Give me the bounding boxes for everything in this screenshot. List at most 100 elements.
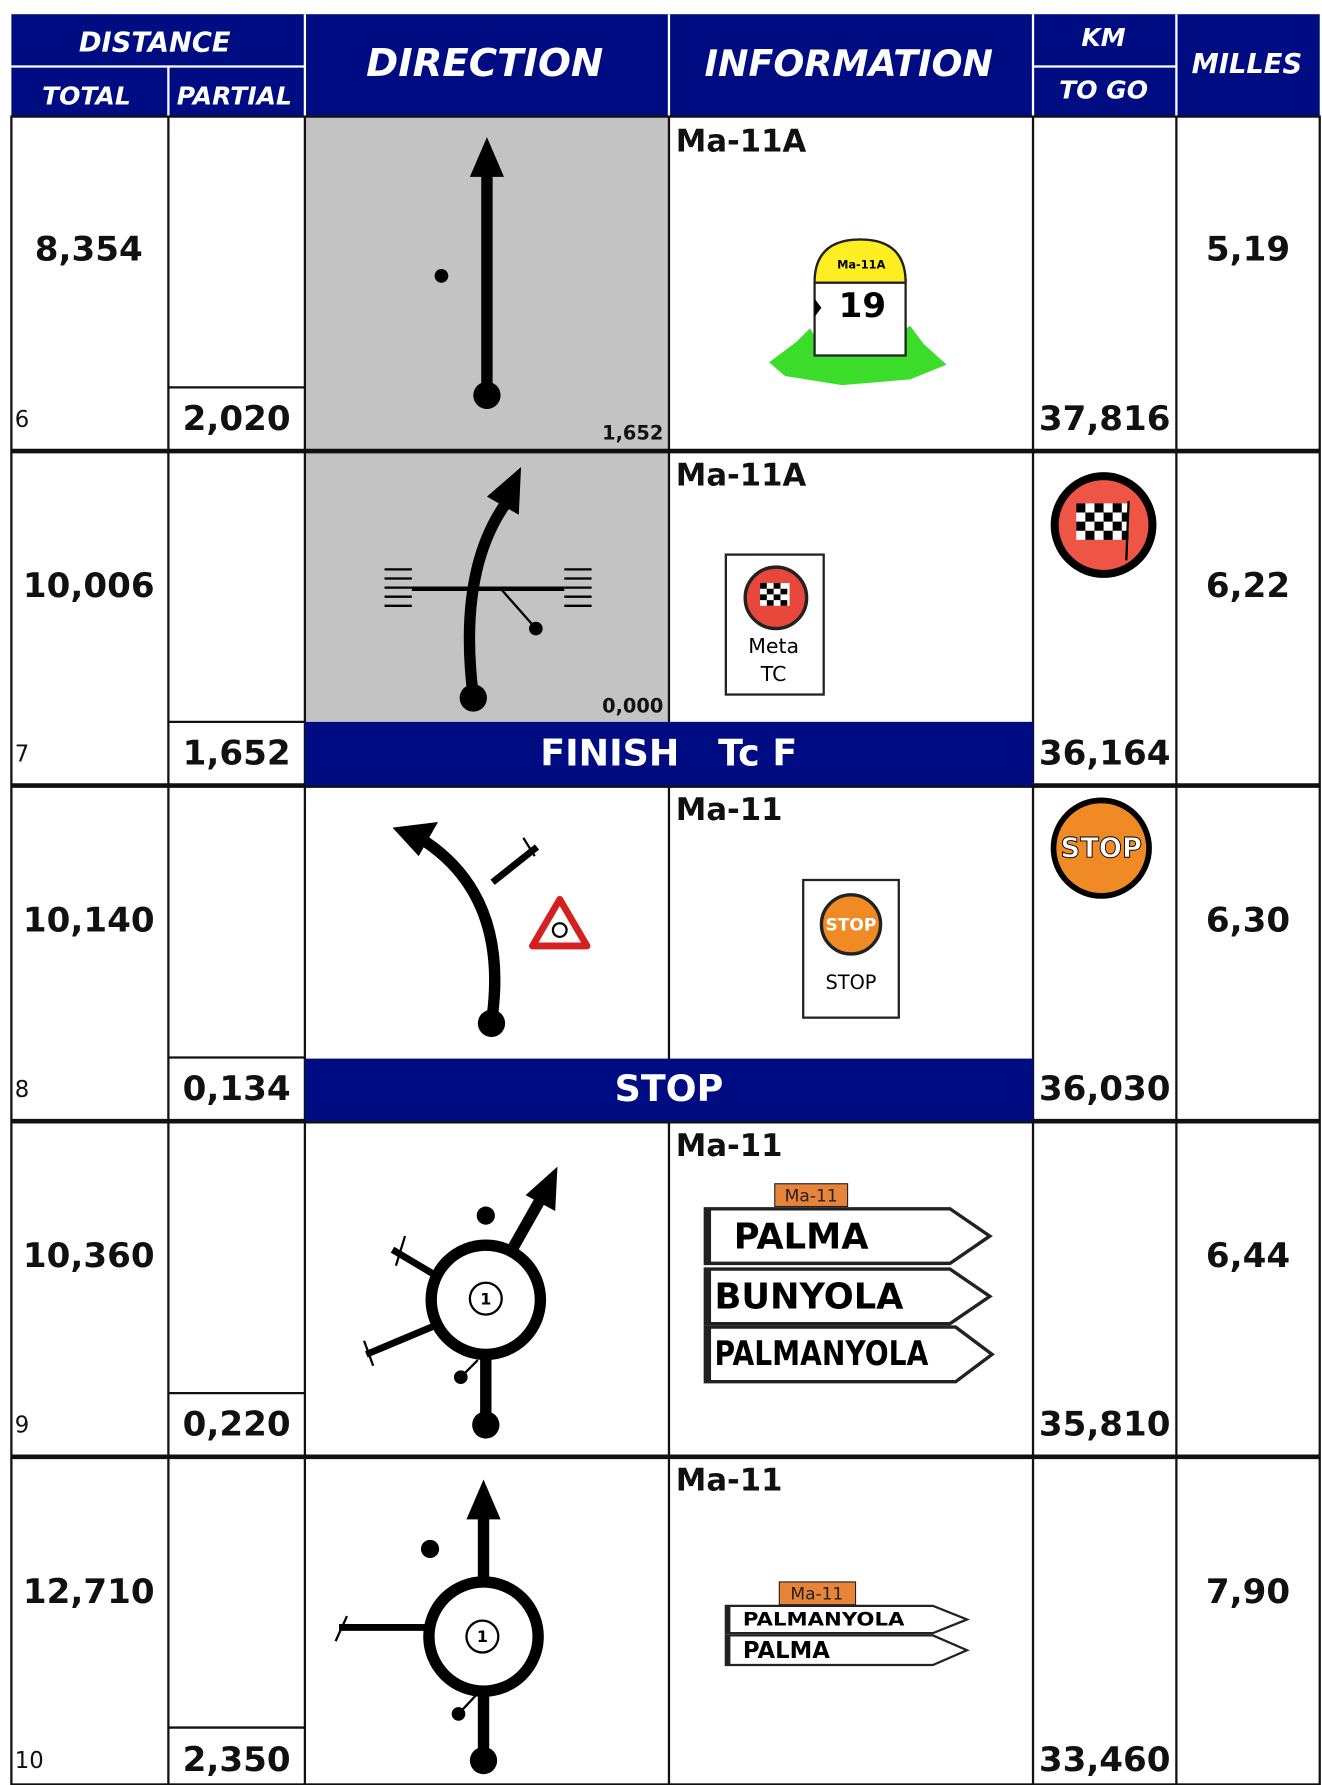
row-number: 9 xyxy=(15,1413,29,1439)
circle-shape xyxy=(465,1619,500,1654)
line-shape xyxy=(506,1191,548,1256)
milles: 6,44 xyxy=(1206,1236,1290,1276)
circle-shape xyxy=(468,1281,503,1316)
sign-road: Ma-11 xyxy=(790,1584,843,1604)
polygon-shape xyxy=(469,137,504,177)
rect-shape xyxy=(304,721,1034,786)
sign-destination: PALMANYOLA xyxy=(714,1334,928,1374)
partial: 1,652 xyxy=(183,733,291,773)
line-shape xyxy=(334,1615,349,1642)
partial: 0,134 xyxy=(183,1069,291,1109)
total: 10,140 xyxy=(23,901,155,941)
milles: 6,22 xyxy=(1206,566,1290,606)
polygon-shape xyxy=(525,1166,558,1212)
km-to-go: 37,816 xyxy=(1039,399,1171,439)
banner-text: STOP xyxy=(615,1067,724,1110)
sign-road: Ma-11 xyxy=(785,1186,838,1206)
finish-icon xyxy=(1050,472,1157,578)
circle-shape xyxy=(453,1370,468,1384)
total: 12,710 xyxy=(23,1572,155,1612)
circle-shape xyxy=(469,1746,498,1775)
sign-text: Meta xyxy=(748,634,799,658)
total: 10,360 xyxy=(23,1236,155,1276)
circle-shape xyxy=(476,1206,495,1225)
header-partial: PARTIAL xyxy=(177,81,292,110)
header-km: KM xyxy=(1081,23,1125,52)
circle-shape xyxy=(472,1411,500,1439)
circle-shape xyxy=(819,893,883,956)
tulip-roundabout: 1 xyxy=(362,1166,558,1439)
km-to-go: 36,164 xyxy=(1039,733,1171,773)
row-texts: 8,354 10,006 10,140 10,360 12,710 6 7 8 … xyxy=(15,123,1290,1780)
banner: FINISH Tc F STOP xyxy=(304,721,1034,1122)
total: 10,006 xyxy=(23,566,155,606)
km-to-go: 35,810 xyxy=(1039,1405,1171,1445)
milestone-sign: Ma-11A 19 xyxy=(769,238,947,386)
path-shape xyxy=(420,836,501,1028)
milles: 7,90 xyxy=(1206,1572,1290,1612)
road: Ma-11 xyxy=(676,1462,783,1498)
partial: 2,020 xyxy=(183,399,291,439)
total: 8,354 xyxy=(35,229,143,269)
row-number: 10 xyxy=(15,1748,44,1774)
header: DISTANCE TOTAL PARTIAL DIRECTION INFORMA… xyxy=(11,14,1320,117)
milestone-road: Ma-11A xyxy=(837,258,885,272)
sign-text: TC xyxy=(760,662,787,686)
sign-destination: PALMA xyxy=(743,1638,830,1664)
rect-shape xyxy=(304,1058,1034,1122)
partial: 2,350 xyxy=(183,1740,291,1780)
sign-text: STOP xyxy=(826,971,877,994)
line-shape xyxy=(365,1321,439,1358)
circle-shape xyxy=(451,1707,466,1721)
sign-destination: PALMANYOLA xyxy=(743,1610,905,1631)
stop-sign: STOP STOP xyxy=(802,878,900,1019)
km-to-go: 33,460 xyxy=(1039,1740,1171,1780)
polygon-shape xyxy=(392,821,439,857)
path-shape xyxy=(813,238,907,284)
header-direction: DIRECTION xyxy=(366,41,603,86)
line-shape xyxy=(490,844,540,885)
road: Ma-11A xyxy=(676,458,807,494)
finish-sign: Meta TC xyxy=(724,553,825,696)
header-to-go: TO GO xyxy=(1059,76,1148,105)
line-shape xyxy=(362,1340,375,1367)
tulip-level-crossing xyxy=(384,467,592,712)
circle-shape xyxy=(477,1009,506,1037)
line-shape xyxy=(500,589,537,630)
line-shape xyxy=(394,1235,407,1266)
road: Ma-11 xyxy=(676,1128,783,1164)
km-to-go: 36,030 xyxy=(1039,1069,1171,1109)
tulip-roundabout: 1 xyxy=(334,1479,544,1775)
header-milles: MILLES xyxy=(1192,49,1302,80)
rect-shape xyxy=(774,1183,849,1208)
row-number: 7 xyxy=(15,741,29,767)
path-shape xyxy=(1076,503,1129,540)
circle-shape xyxy=(551,922,568,939)
row-number: 6 xyxy=(15,407,29,433)
milestone-km: 19 xyxy=(839,286,887,326)
header-distance: DISTANCE xyxy=(79,27,231,58)
milles: 5,19 xyxy=(1206,229,1290,269)
polygon-shape xyxy=(814,298,822,317)
row-number: 8 xyxy=(15,1077,29,1103)
km-icon-text: STOP xyxy=(1061,833,1143,864)
exit-number: 1 xyxy=(477,1627,488,1646)
circle-shape xyxy=(529,621,543,636)
road: Ma-11A xyxy=(676,123,807,159)
polygon-shape xyxy=(466,1479,501,1520)
circle-shape xyxy=(434,269,449,283)
stop-icon: STOP xyxy=(1050,797,1152,899)
sign-destination: BUNYOLA xyxy=(714,1277,904,1318)
rect-shape xyxy=(10,115,1321,1785)
path-shape xyxy=(463,495,514,703)
milles: 6,30 xyxy=(1206,901,1290,941)
sign-destination: PALMA xyxy=(734,1216,869,1257)
header-total: TOTAL xyxy=(42,81,131,110)
direction-distance: 1,652 xyxy=(602,422,663,445)
road: Ma-11 xyxy=(676,792,783,828)
partial: 0,220 xyxy=(183,1405,291,1445)
banner-text: Tc F xyxy=(718,731,797,774)
direction-signs: Ma-11 PALMANYOLA PALMA xyxy=(724,1581,971,1667)
circle-shape xyxy=(473,381,501,409)
